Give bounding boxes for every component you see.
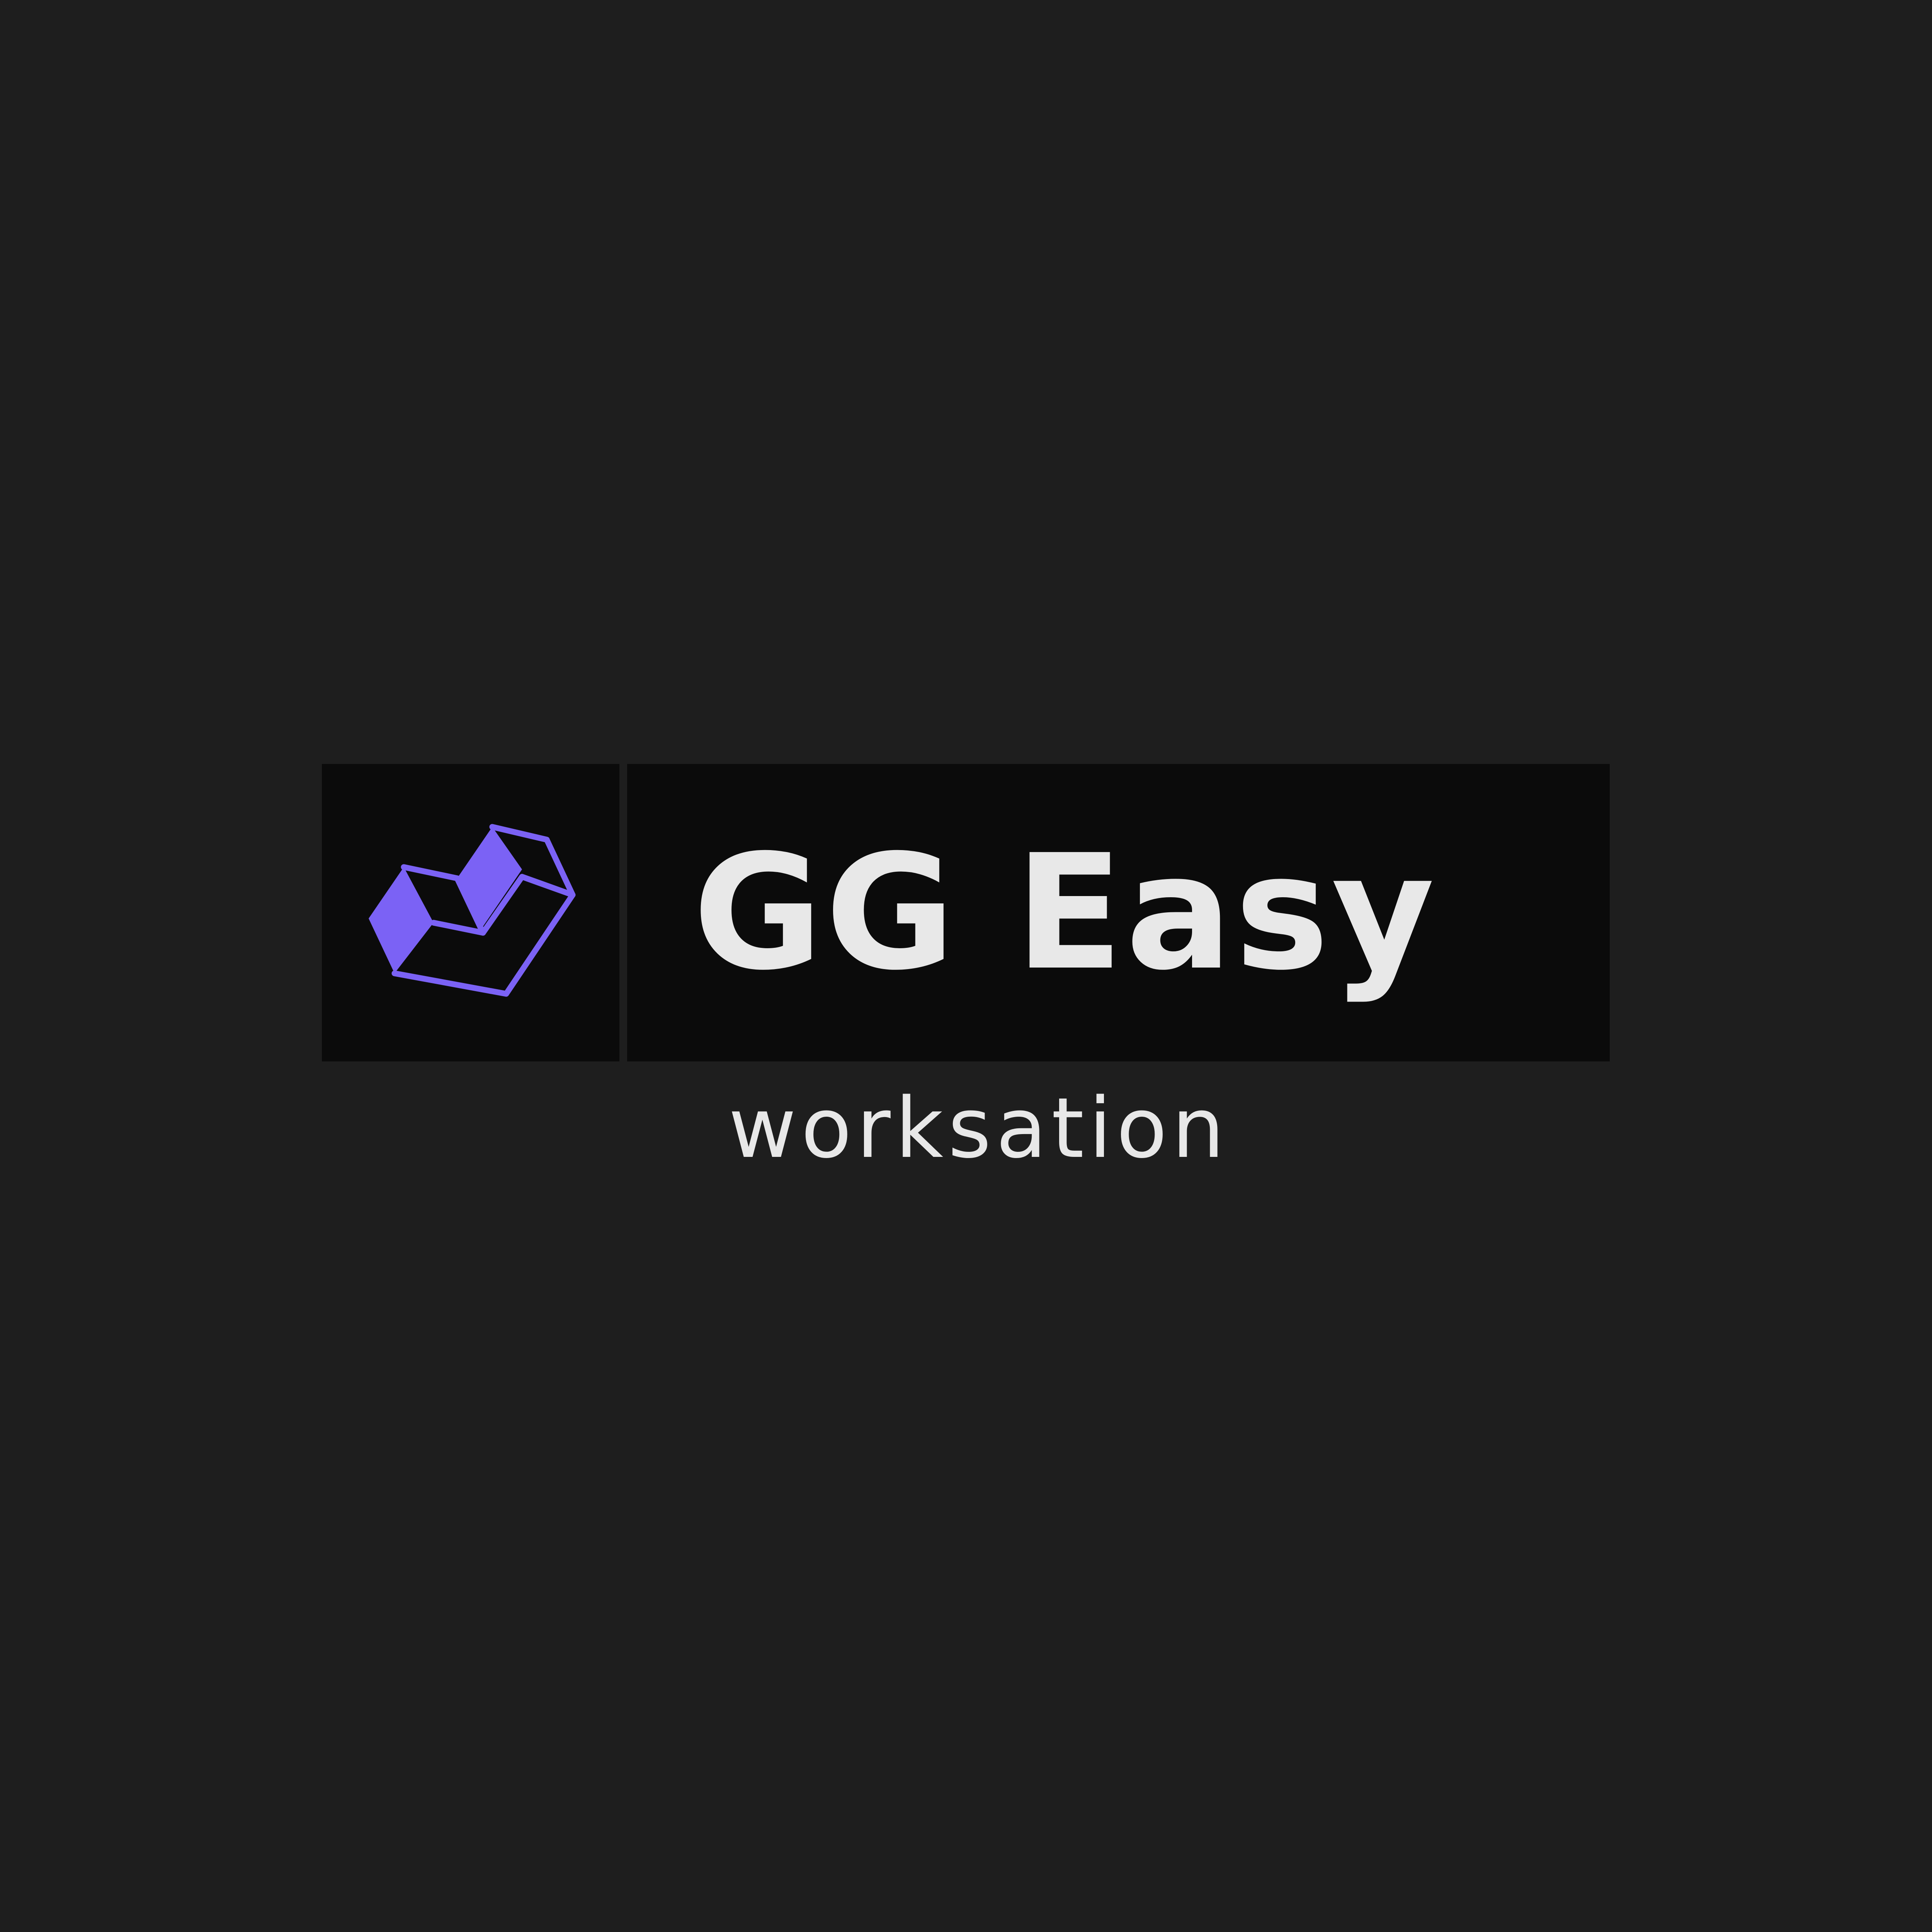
- title-panel: GG Easy: [627, 764, 1610, 1061]
- top-cube-right-edge: [492, 827, 547, 840]
- top-cube-face: [457, 827, 522, 929]
- brand-title: GG Easy: [693, 764, 1437, 1061]
- isometric-box-icon: [322, 764, 619, 1061]
- brand-subtitle: worksation: [322, 1078, 1636, 1179]
- left-cube-face: [369, 867, 434, 973]
- logo-icon-panel: [322, 764, 619, 1061]
